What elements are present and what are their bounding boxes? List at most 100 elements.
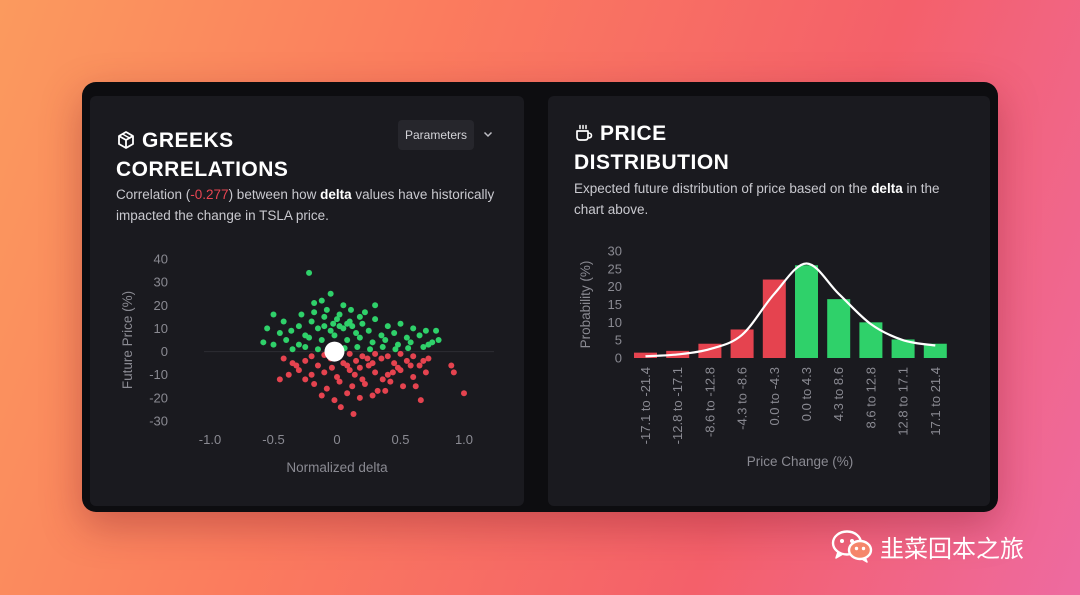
scatter-point bbox=[260, 339, 267, 346]
y-tick-label: 25 bbox=[608, 261, 622, 276]
scatter-point bbox=[337, 404, 344, 411]
scatter-point bbox=[295, 367, 302, 374]
scatter-point bbox=[361, 380, 368, 387]
scatter-point bbox=[308, 371, 315, 378]
scatter-point bbox=[323, 306, 330, 313]
x-tick-label: 0.0 to 4.3 bbox=[799, 367, 814, 421]
scatter-point bbox=[422, 369, 429, 376]
x-tick-label: -4.3 to -8.6 bbox=[735, 367, 750, 430]
scatter-point bbox=[450, 369, 457, 376]
scatter-point bbox=[403, 357, 410, 364]
scatter-chart: 40 30 20 10 0 -10 -20 -30 -1.0 -0.5 0 0.5 1.0 Normali… bbox=[120, 252, 494, 475]
x-tick-label: -8.6 to -12.8 bbox=[702, 367, 717, 437]
scatter-point bbox=[321, 323, 328, 330]
chevron-down-icon[interactable] bbox=[482, 127, 494, 145]
scatter-point bbox=[392, 346, 399, 353]
scatter-point bbox=[416, 362, 423, 369]
scatter-point bbox=[369, 392, 376, 399]
scatter-point bbox=[356, 364, 363, 371]
scatter-point bbox=[433, 327, 440, 334]
y-tick-label: 0 bbox=[161, 344, 168, 359]
histogram-bar bbox=[891, 339, 915, 358]
scatter-point bbox=[344, 362, 351, 369]
histogram-bar bbox=[859, 322, 883, 358]
scatter-point bbox=[410, 325, 417, 332]
scatter-point bbox=[422, 327, 429, 334]
scatter-point bbox=[285, 371, 292, 378]
scatter-point bbox=[311, 380, 318, 387]
scatter-point bbox=[382, 387, 389, 394]
scatter-point bbox=[369, 339, 376, 346]
y-tick-label: -20 bbox=[149, 390, 168, 405]
scatter-point bbox=[328, 364, 335, 371]
scatter-point bbox=[356, 334, 363, 341]
scatter-point bbox=[323, 385, 330, 392]
scatter-point bbox=[353, 357, 360, 364]
scatter-point bbox=[416, 332, 423, 339]
title-line2: DISTRIBUTION bbox=[574, 151, 730, 174]
scatter-point bbox=[318, 392, 325, 399]
density-curve bbox=[645, 262, 936, 358]
scatter-point bbox=[379, 376, 386, 383]
y-tick-label: 30 bbox=[154, 275, 168, 290]
scatter-point bbox=[369, 360, 376, 367]
scatter-point bbox=[394, 341, 401, 348]
scatter-point bbox=[283, 337, 290, 343]
scatter-point bbox=[264, 325, 271, 332]
scatter-point bbox=[379, 343, 386, 350]
scatter-point bbox=[276, 376, 283, 383]
x-tick-label: 0 bbox=[333, 432, 340, 447]
scatter-point bbox=[311, 299, 318, 306]
watermark-text: 韭菜回本之旅 bbox=[880, 534, 1024, 563]
scatter-point bbox=[420, 357, 427, 364]
scatter-point bbox=[394, 364, 401, 371]
current-delta-marker bbox=[324, 341, 345, 362]
scatter-point bbox=[364, 355, 371, 362]
scatter-point bbox=[340, 302, 347, 309]
scatter-point bbox=[298, 311, 305, 318]
scatter-point bbox=[295, 341, 302, 348]
scatter-point bbox=[346, 367, 353, 374]
scatter-point bbox=[417, 397, 424, 404]
scatter-point bbox=[389, 369, 396, 376]
scatter-point bbox=[378, 355, 385, 362]
scatter-point bbox=[318, 337, 325, 343]
x-axis-label: Price Change (%) bbox=[747, 454, 854, 469]
y-tick-label: 20 bbox=[154, 298, 168, 313]
scatter-point bbox=[382, 337, 389, 343]
correlation-description: Correlation (-0.277) between how delta v… bbox=[116, 184, 506, 226]
histogram-bar bbox=[762, 279, 786, 358]
parameters-button[interactable]: Parameters bbox=[398, 120, 474, 150]
scatter-point bbox=[344, 320, 351, 327]
x-tick-label: 0.0 to -4.3 bbox=[767, 367, 782, 426]
scatter-point bbox=[308, 318, 315, 325]
y-tick-label: -10 bbox=[149, 367, 168, 382]
desc-bold-term: delta bbox=[320, 187, 352, 202]
scatter-point bbox=[435, 337, 442, 343]
price-distribution-title: PRICE DISTRIBUTION bbox=[574, 121, 729, 176]
scatter-point bbox=[327, 327, 334, 334]
scatter-point bbox=[327, 290, 334, 297]
y-tick-label: 30 bbox=[608, 244, 622, 259]
scatter-point bbox=[295, 323, 302, 330]
x-tick-label: -12.8 to -17.1 bbox=[670, 367, 685, 444]
desc-bold-term: delta bbox=[871, 181, 903, 196]
bar-chart: 30 25 20 15 10 5 0 -17.1 to -21.4 -12.8 to -17.1… bbox=[578, 244, 947, 469]
scatter-point bbox=[314, 325, 321, 332]
scatter-point bbox=[400, 383, 407, 390]
distribution-description: Expected future distribution of price ba… bbox=[574, 178, 969, 220]
x-tick-label: -1.0 bbox=[199, 432, 221, 447]
scatter-point bbox=[354, 343, 361, 350]
scatter-point bbox=[405, 345, 412, 352]
scatter-point bbox=[425, 341, 432, 348]
scatter-point bbox=[407, 339, 414, 346]
scatter-point bbox=[420, 343, 427, 350]
x-tick-label: 17.1 to 21.4 bbox=[928, 367, 943, 436]
scatter-point bbox=[412, 383, 419, 390]
x-tick-label: 8.6 to 12.8 bbox=[863, 367, 878, 428]
scatter-point bbox=[353, 330, 360, 337]
x-tick-label: 4.3 to 8.6 bbox=[831, 367, 846, 421]
scatter-point bbox=[336, 378, 343, 385]
scatter-point bbox=[321, 369, 328, 376]
scatter-point bbox=[302, 376, 309, 383]
